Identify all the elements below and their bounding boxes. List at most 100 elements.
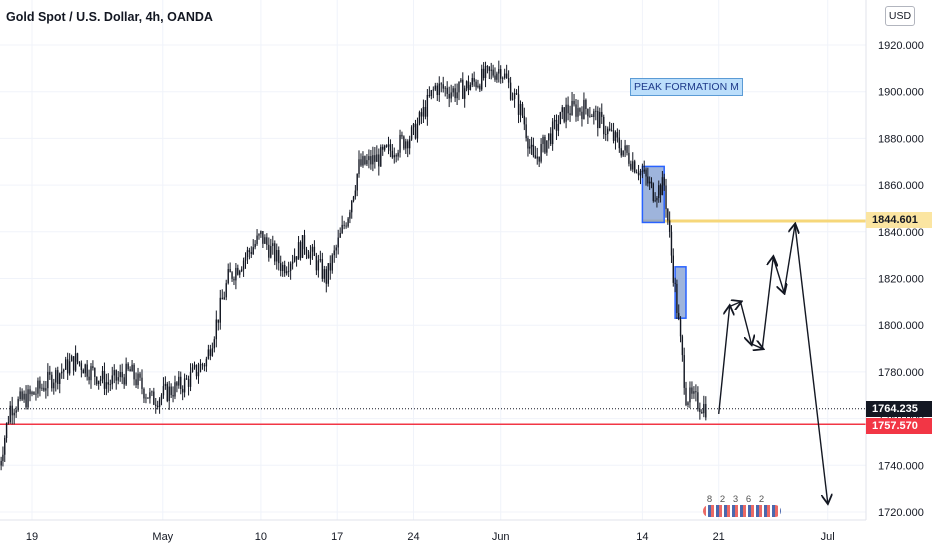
projection-arrow[interactable] — [718, 307, 730, 415]
candle-body — [293, 256, 296, 262]
candle-body — [153, 391, 155, 405]
candle-body — [143, 388, 145, 399]
candle-body — [368, 156, 370, 161]
candle-body — [151, 391, 153, 393]
candle-body — [53, 382, 55, 389]
candle-body — [403, 136, 405, 149]
x-axis[interactable]: 19 May 10 17 24 Jun 14 21 Jul — [0, 519, 866, 543]
event-count[interactable]: 3 — [732, 494, 739, 505]
candle-body — [575, 104, 577, 117]
event-count[interactable]: 2 — [719, 494, 726, 505]
candle-body — [291, 261, 294, 264]
candle-body — [74, 353, 77, 371]
candle-body — [205, 358, 208, 367]
candle-body — [534, 155, 537, 159]
candle-body — [103, 370, 106, 389]
candle-body — [659, 185, 662, 196]
projection-arrow[interactable] — [794, 224, 828, 503]
candle-body — [391, 150, 394, 158]
candle-body — [351, 200, 353, 213]
candle-body — [481, 68, 483, 90]
candle-body — [193, 364, 196, 368]
candle-body — [701, 412, 703, 414]
candle-body — [331, 255, 333, 271]
candle-body — [244, 257, 247, 261]
us-flag-icon[interactable] — [703, 505, 781, 517]
candle-body — [521, 104, 524, 116]
candle-body — [628, 152, 630, 164]
candle-body — [135, 379, 137, 386]
peak-formation-label[interactable]: PEAK FORMATION M — [630, 78, 743, 96]
candle-body — [542, 136, 544, 144]
candle-body — [131, 364, 133, 372]
candle-body — [211, 348, 214, 356]
candle-body — [492, 69, 494, 76]
candle-body — [49, 371, 51, 375]
projection-arrow[interactable] — [729, 302, 741, 307]
y-axis[interactable]: 1920.000 1900.000 1880.000 1860.000 1840.000… — [865, 0, 924, 520]
candle-body — [221, 297, 223, 300]
candle-body — [583, 99, 585, 119]
candle-body — [395, 155, 397, 157]
candle-body — [488, 66, 491, 71]
y-tick-label: 1880.000 — [878, 133, 924, 145]
candle-body — [494, 75, 496, 80]
event-count[interactable]: 6 — [745, 494, 752, 505]
candle-body — [145, 397, 147, 399]
projection-arrow[interactable] — [783, 225, 795, 293]
y-tick-label: 1860.000 — [878, 180, 924, 192]
candle-body — [297, 242, 300, 260]
candle-body — [191, 367, 194, 372]
candle-body — [101, 370, 104, 380]
candle-body — [66, 359, 69, 374]
event-count[interactable]: 2 — [758, 494, 765, 505]
candle-body — [473, 77, 475, 82]
candle-body — [393, 155, 395, 158]
candle-body — [229, 269, 231, 273]
candle-body — [378, 154, 380, 167]
candle-body — [663, 177, 665, 186]
candle-body — [438, 83, 440, 96]
projection-arrow[interactable] — [772, 257, 784, 292]
candle-body — [401, 134, 403, 137]
projection-arrow[interactable] — [739, 301, 752, 344]
projection-arrow[interactable] — [761, 257, 773, 349]
event-count[interactable]: 8 — [706, 494, 713, 505]
x-tick-label: 24 — [407, 531, 419, 543]
candle-body — [96, 376, 98, 385]
candle-body — [370, 156, 372, 165]
candle-body — [705, 403, 707, 418]
candle-body — [82, 370, 84, 374]
candle-body — [585, 99, 587, 109]
candle-body — [323, 269, 326, 279]
y-tick-label: 1740.000 — [878, 460, 924, 472]
currency-button[interactable]: USD — [885, 6, 915, 26]
candle-body — [105, 382, 108, 389]
candle-body — [509, 82, 512, 100]
candle-body — [242, 260, 245, 270]
candle-body — [440, 83, 442, 85]
candle-body — [252, 247, 254, 254]
candle-body — [366, 160, 368, 165]
projection-arrow[interactable] — [751, 344, 762, 349]
candle-body — [19, 391, 21, 400]
candle-body — [25, 393, 27, 408]
candle-body — [168, 386, 170, 401]
candle-body — [463, 88, 466, 99]
candle-body — [321, 259, 324, 279]
candle-body — [601, 111, 603, 117]
candle-body — [639, 170, 642, 176]
candle-body — [113, 370, 115, 376]
candle-body — [454, 88, 456, 99]
projection-path[interactable] — [718, 224, 828, 503]
candle-body — [565, 104, 567, 122]
candle-body — [237, 267, 239, 275]
candle-body — [689, 387, 691, 403]
candle-body — [382, 146, 384, 150]
candle-body — [158, 399, 161, 407]
candle-body — [31, 392, 33, 395]
candle-body — [471, 77, 473, 85]
candle-body — [374, 155, 376, 162]
